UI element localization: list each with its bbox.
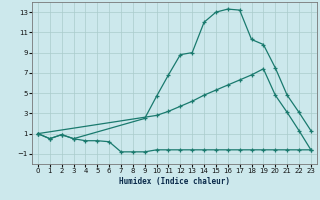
X-axis label: Humidex (Indice chaleur): Humidex (Indice chaleur) <box>119 177 230 186</box>
